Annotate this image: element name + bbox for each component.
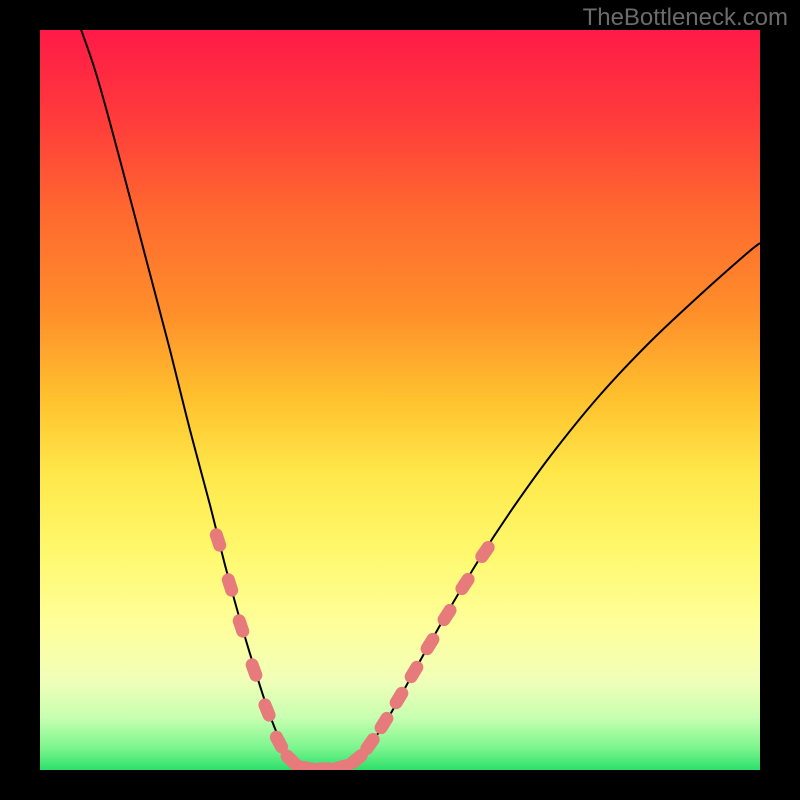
chart-svg: [40, 30, 760, 770]
chart-plot: [40, 30, 760, 770]
gradient-background: [40, 30, 760, 770]
watermark-text: TheBottleneck.com: [583, 4, 788, 32]
